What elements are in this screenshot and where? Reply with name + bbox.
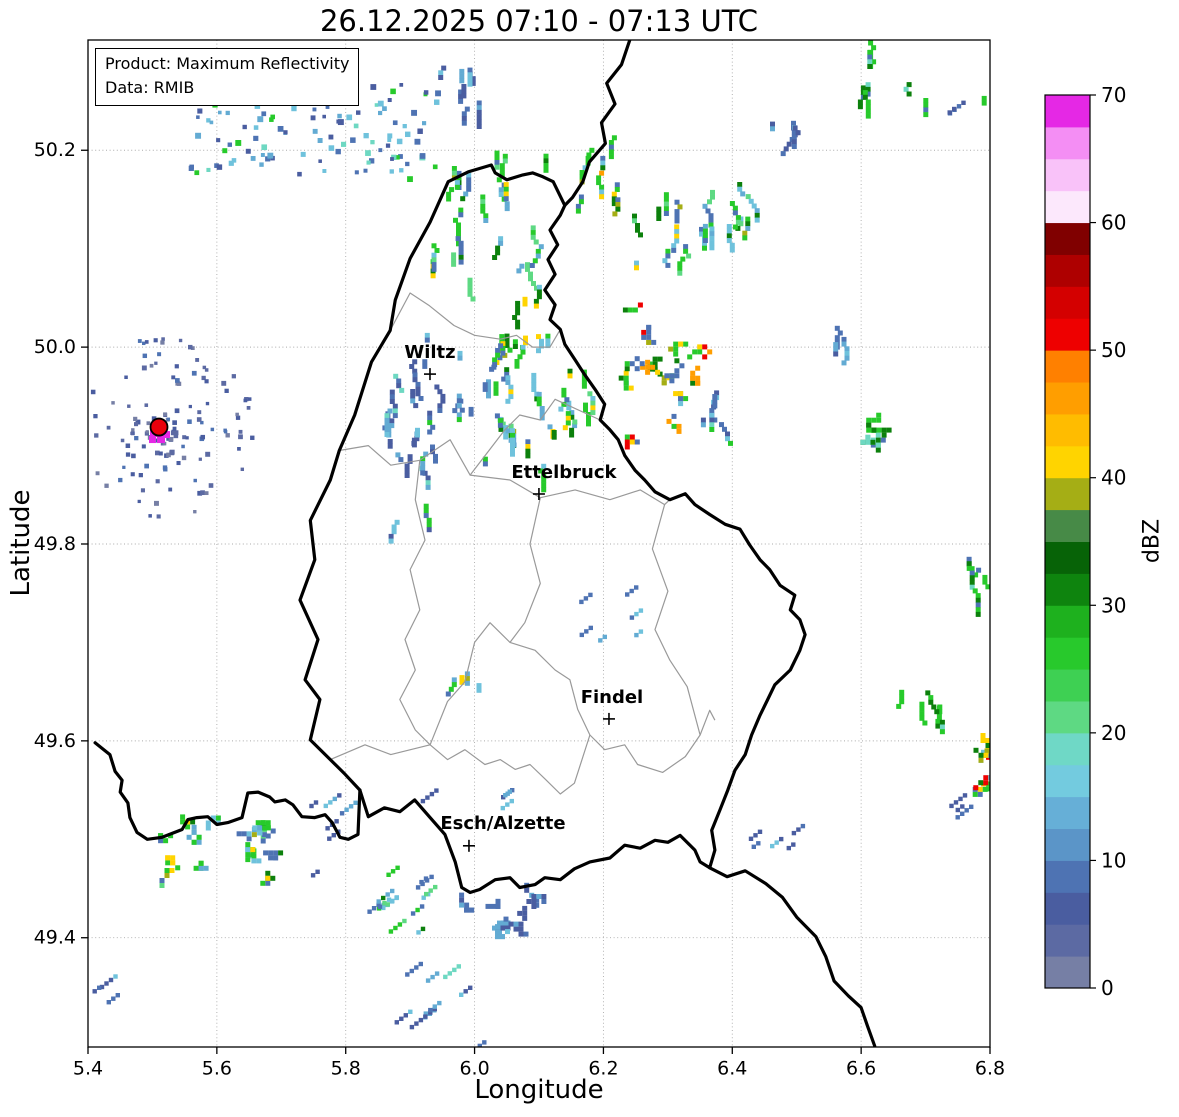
y-tick-label: 50.2 bbox=[34, 139, 76, 161]
national-borders bbox=[93, 40, 877, 1047]
product-line: Product: Maximum Reflectivity bbox=[105, 54, 350, 73]
city-labels: Wiltz Ettelbruck Findel Esch/Alzette bbox=[404, 342, 643, 852]
colorbar-tick-label: 40 bbox=[1101, 466, 1126, 490]
colorbar-tick-label: 50 bbox=[1101, 338, 1126, 362]
fr-be-border bbox=[93, 741, 362, 841]
figure-title: 26.12.2025 07:10 - 07:13 UTC bbox=[319, 4, 759, 38]
canton-borders bbox=[330, 292, 716, 795]
y-axis-label: Latitude bbox=[6, 489, 36, 597]
colorbar-unit-label: dBZ bbox=[1140, 519, 1165, 563]
radar-dot bbox=[149, 417, 169, 437]
fr-de-border bbox=[708, 866, 877, 1047]
city-name: Esch/Alzette bbox=[440, 813, 565, 834]
y-tick-label: 49.4 bbox=[34, 927, 76, 949]
y-tick-label: 50.0 bbox=[34, 336, 76, 358]
colorbar-tick-label: 60 bbox=[1101, 211, 1126, 235]
y-tick-label: 49.6 bbox=[34, 730, 76, 752]
y-tick-label: 49.8 bbox=[34, 533, 76, 555]
data-source-line: Data: RMIB bbox=[105, 78, 195, 97]
x-tick-label: 5.8 bbox=[331, 1058, 361, 1080]
x-tick-label: 5.6 bbox=[202, 1058, 232, 1080]
colorbar-tick-label: 70 bbox=[1101, 83, 1126, 107]
x-tick-label: 6.0 bbox=[459, 1058, 489, 1080]
colorbar-tick-label: 30 bbox=[1101, 593, 1126, 617]
x-tick-label: 5.4 bbox=[73, 1058, 103, 1080]
axes: 5.4 5.6 5.8 6.0 6.2 6.4 6.6 6.8 49.4 49.6 49.8 50.0… bbox=[34, 39, 1005, 1080]
colorbar: 0 10 20 30 40 50 60 70 dBZ bbox=[1044, 83, 1165, 1000]
be-de-border bbox=[563, 40, 632, 207]
map-layers: Wiltz Ettelbruck Findel Esch/Alzette bbox=[88, 40, 990, 1047]
colorbar-tick-label: 20 bbox=[1101, 721, 1126, 745]
city-wiltz: Wiltz bbox=[404, 342, 456, 381]
x-axis-label: Longitude bbox=[474, 1075, 604, 1105]
x-tick-label: 6.6 bbox=[846, 1058, 876, 1080]
x-tick-label: 6.8 bbox=[975, 1058, 1005, 1080]
x-tick-label: 6.4 bbox=[717, 1058, 747, 1080]
x-tick-label: 6.2 bbox=[588, 1058, 618, 1080]
city-name: Findel bbox=[581, 687, 644, 708]
city-name: Wiltz bbox=[404, 342, 455, 363]
city-esch-alzette: Esch/Alzette bbox=[440, 813, 566, 852]
radar-site-marker bbox=[149, 417, 171, 444]
city-findel: Findel bbox=[581, 687, 644, 725]
product-info-box: Product: Maximum Reflectivity Data: RMIB bbox=[95, 48, 360, 106]
city-ettelbruck: Ettelbruck bbox=[511, 462, 618, 500]
colorbar-tick-label: 10 bbox=[1101, 848, 1126, 872]
colorbar-tick-label: 0 bbox=[1101, 976, 1114, 1000]
city-name: Ettelbruck bbox=[511, 462, 617, 483]
luxembourg-border bbox=[298, 163, 807, 895]
